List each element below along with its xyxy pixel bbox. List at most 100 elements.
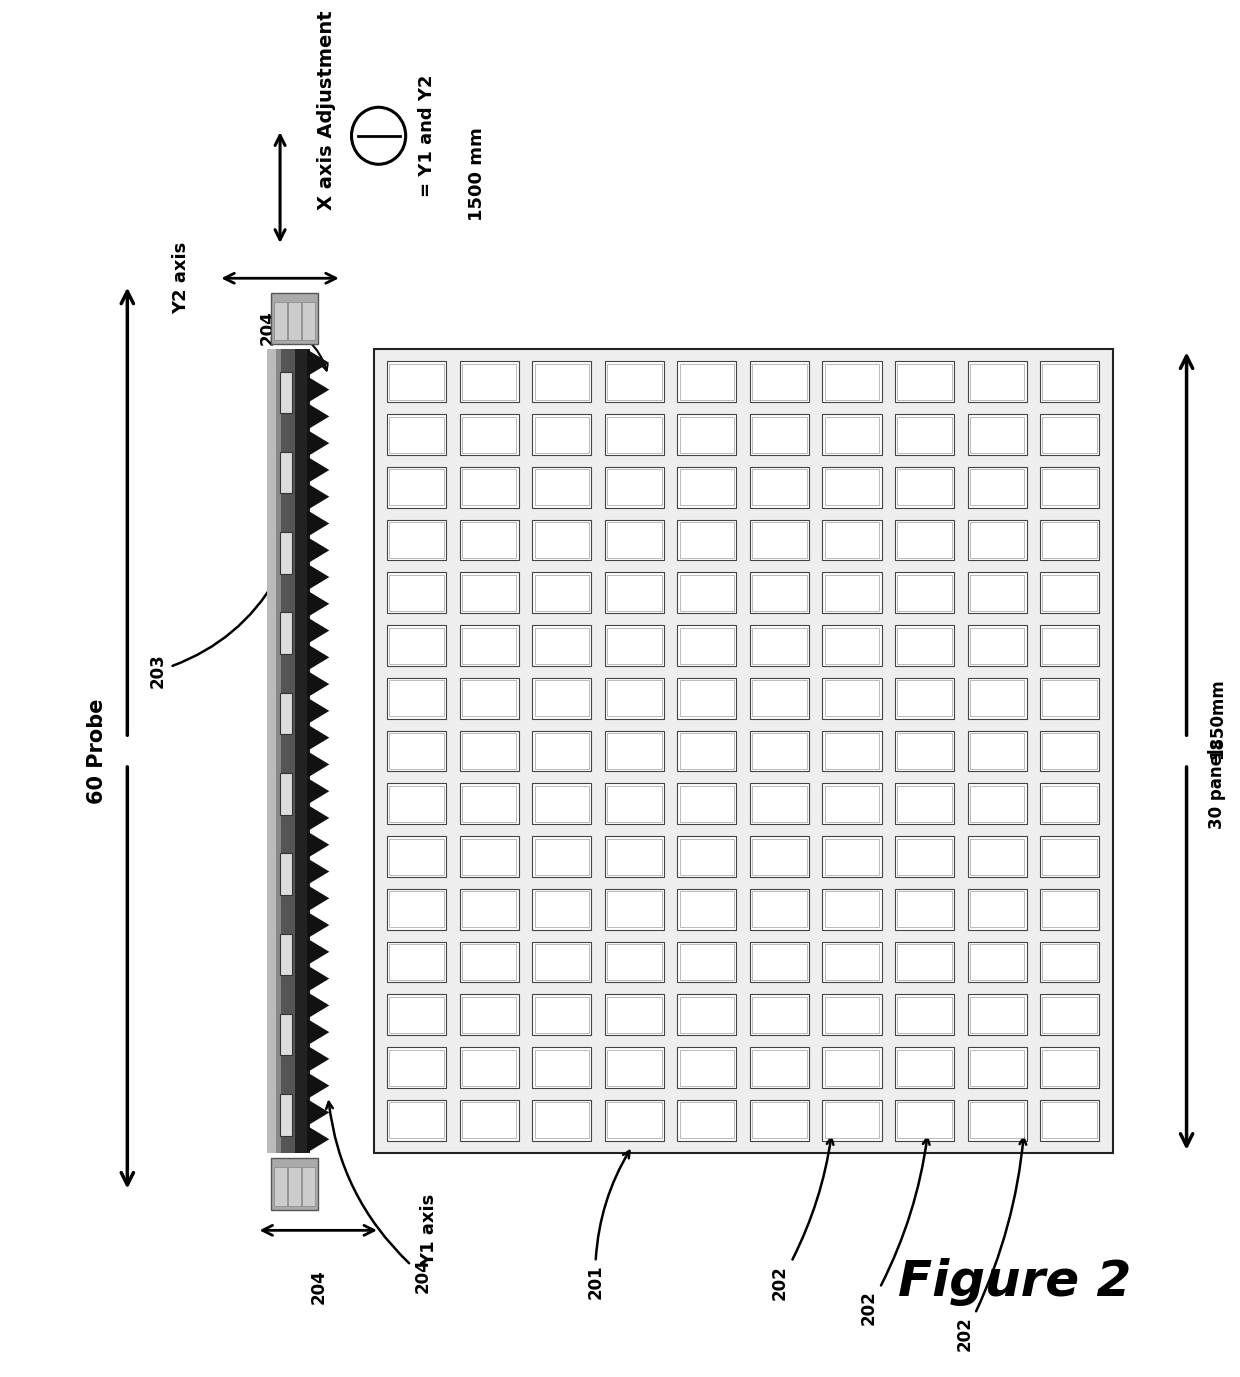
Bar: [389, 1049, 444, 1085]
Bar: [898, 522, 952, 558]
Bar: [534, 522, 589, 558]
Bar: [1040, 994, 1099, 1036]
Bar: [274, 1166, 286, 1206]
Bar: [825, 1103, 879, 1139]
Bar: [277, 350, 306, 1153]
Bar: [677, 942, 737, 982]
Bar: [970, 786, 1024, 822]
Bar: [895, 1100, 954, 1140]
Bar: [605, 1047, 663, 1088]
Bar: [532, 994, 591, 1036]
Bar: [460, 731, 518, 771]
Bar: [608, 680, 662, 716]
Bar: [534, 574, 589, 611]
Polygon shape: [308, 858, 330, 885]
Polygon shape: [308, 832, 330, 858]
Bar: [280, 1013, 293, 1055]
Bar: [677, 467, 737, 508]
Bar: [822, 731, 882, 771]
Bar: [1043, 680, 1097, 716]
Bar: [460, 677, 518, 719]
Polygon shape: [308, 750, 330, 778]
Bar: [898, 574, 952, 611]
Polygon shape: [308, 350, 330, 376]
Bar: [753, 1103, 807, 1139]
Bar: [534, 733, 589, 768]
Bar: [532, 731, 591, 771]
Bar: [463, 574, 516, 611]
Bar: [387, 414, 446, 454]
Bar: [463, 997, 516, 1033]
Polygon shape: [308, 591, 330, 617]
Bar: [680, 945, 734, 980]
Bar: [463, 733, 516, 768]
Bar: [534, 417, 589, 453]
Bar: [532, 784, 591, 825]
Bar: [967, 414, 1027, 454]
Bar: [967, 519, 1027, 560]
Bar: [280, 372, 293, 413]
Polygon shape: [308, 537, 330, 563]
Bar: [460, 994, 518, 1036]
Bar: [753, 733, 807, 768]
Bar: [898, 1049, 952, 1085]
Bar: [680, 1103, 734, 1139]
Bar: [898, 733, 952, 768]
Bar: [677, 677, 737, 719]
Polygon shape: [308, 1073, 330, 1099]
Bar: [753, 364, 807, 399]
Bar: [463, 470, 516, 505]
Bar: [463, 891, 516, 927]
Polygon shape: [308, 644, 330, 671]
Bar: [680, 997, 734, 1033]
Bar: [272, 292, 319, 344]
Bar: [1043, 786, 1097, 822]
Bar: [970, 733, 1024, 768]
Bar: [677, 731, 737, 771]
Polygon shape: [308, 965, 330, 991]
Bar: [534, 1103, 589, 1139]
Bar: [822, 784, 882, 825]
Bar: [605, 994, 663, 1036]
Bar: [267, 350, 277, 1153]
Bar: [750, 361, 808, 402]
Bar: [970, 417, 1024, 453]
Bar: [750, 573, 808, 613]
Bar: [389, 839, 444, 874]
Bar: [534, 470, 589, 505]
Bar: [463, 1103, 516, 1139]
Bar: [895, 731, 954, 771]
Bar: [1043, 417, 1097, 453]
Bar: [750, 942, 808, 982]
Bar: [680, 680, 734, 716]
Bar: [967, 361, 1027, 402]
Bar: [750, 836, 808, 877]
Bar: [532, 414, 591, 454]
Bar: [825, 628, 879, 664]
Bar: [895, 625, 954, 666]
Text: 202: 202: [859, 1137, 930, 1326]
Text: 203: 203: [149, 580, 277, 688]
Bar: [608, 364, 662, 399]
Bar: [1043, 522, 1097, 558]
Bar: [1040, 361, 1099, 402]
Bar: [898, 786, 952, 822]
Bar: [898, 417, 952, 453]
Bar: [1043, 997, 1097, 1033]
Bar: [288, 1166, 301, 1206]
Bar: [460, 890, 518, 929]
Bar: [460, 414, 518, 454]
Bar: [463, 364, 516, 399]
Bar: [677, 573, 737, 613]
Bar: [532, 890, 591, 929]
Bar: [605, 625, 663, 666]
Polygon shape: [308, 563, 330, 591]
Bar: [1043, 945, 1097, 980]
Bar: [387, 677, 446, 719]
Bar: [387, 573, 446, 613]
Bar: [753, 680, 807, 716]
Polygon shape: [308, 671, 330, 698]
Bar: [898, 364, 952, 399]
Bar: [898, 891, 952, 927]
Bar: [825, 733, 879, 768]
